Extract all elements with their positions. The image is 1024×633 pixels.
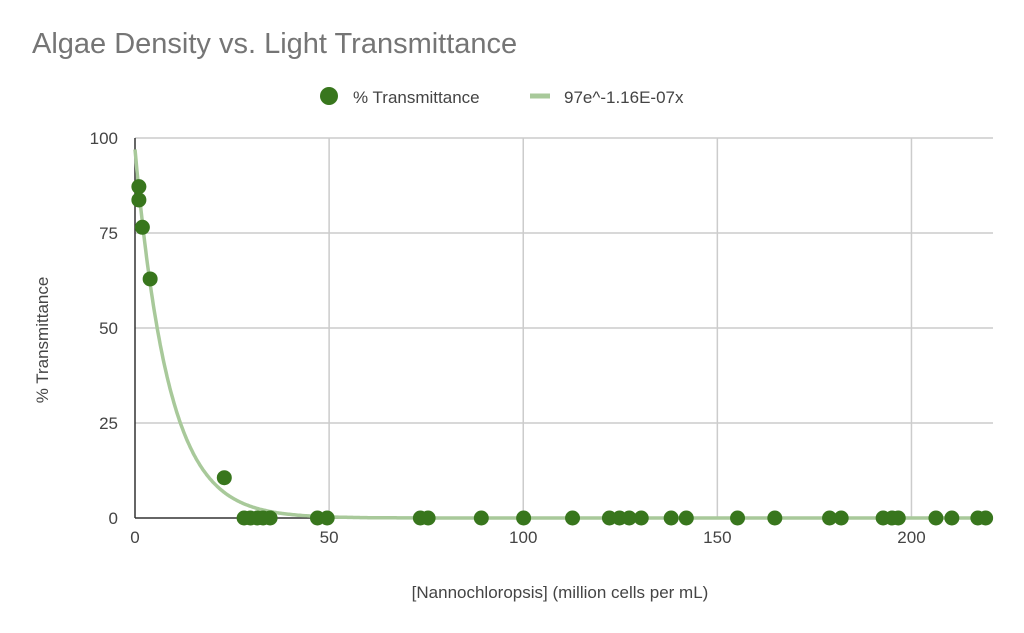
data-point — [319, 510, 335, 526]
data-point — [678, 510, 694, 526]
y-tick-label: 50 — [99, 319, 118, 338]
gridlines — [134, 137, 993, 519]
data-point — [890, 510, 906, 526]
tick-labels: 0 25 50 75 100 0 50 100 150 200 — [90, 129, 926, 547]
data-point — [944, 510, 960, 526]
trendline-layer — [133, 149, 993, 520]
x-axis-label: [Nannochloropsis] (million cells per mL) — [412, 583, 709, 602]
y-tick-label: 0 — [109, 509, 118, 528]
data-point — [621, 510, 637, 526]
y-tick-label: 25 — [99, 414, 118, 433]
data-point — [928, 510, 944, 526]
legend-marker-points — [320, 87, 338, 105]
data-point — [131, 179, 147, 195]
data-point — [473, 510, 489, 526]
trendline — [133, 149, 993, 520]
data-point — [633, 510, 649, 526]
data-point — [663, 510, 679, 526]
x-tick-label: 200 — [897, 528, 925, 547]
data-point — [216, 470, 232, 486]
legend-label-trendline: 97e^-1.16E-07x — [564, 88, 684, 107]
y-tick-label: 100 — [90, 129, 118, 148]
y-tick-label: 75 — [99, 224, 118, 243]
data-point — [565, 510, 581, 526]
legend-label-points: % Transmittance — [353, 88, 480, 107]
data-point — [420, 510, 436, 526]
data-point — [767, 510, 783, 526]
data-point — [131, 192, 147, 208]
data-point — [262, 510, 278, 526]
data-point — [978, 510, 994, 526]
legend: % Transmittance 97e^-1.16E-07x — [320, 87, 684, 107]
data-point — [516, 510, 532, 526]
points-layer — [131, 179, 994, 526]
data-point — [730, 510, 746, 526]
x-tick-label: 50 — [320, 528, 339, 547]
chart-title: Algae Density vs. Light Transmittance — [32, 28, 518, 60]
data-point — [822, 510, 838, 526]
x-tick-label: 150 — [703, 528, 731, 547]
data-point — [142, 271, 158, 287]
x-tick-label: 0 — [130, 528, 139, 547]
data-point — [134, 219, 150, 235]
y-axis-label: % Transmittance — [33, 277, 52, 404]
data-point — [833, 510, 849, 526]
x-tick-label: 100 — [509, 528, 537, 547]
